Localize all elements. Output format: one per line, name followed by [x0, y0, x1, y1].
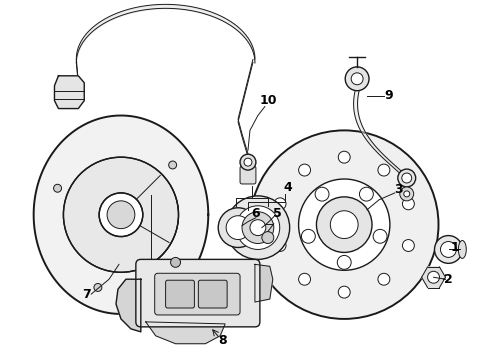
- Text: 1: 1: [451, 241, 460, 254]
- Circle shape: [317, 197, 372, 252]
- Circle shape: [226, 216, 250, 239]
- Circle shape: [400, 187, 414, 201]
- Circle shape: [428, 271, 440, 283]
- Circle shape: [63, 157, 178, 272]
- Circle shape: [402, 198, 415, 210]
- Circle shape: [337, 255, 351, 269]
- Circle shape: [435, 235, 462, 264]
- Circle shape: [218, 208, 258, 247]
- Circle shape: [404, 191, 410, 197]
- Polygon shape: [146, 322, 225, 344]
- Text: 10: 10: [259, 94, 276, 107]
- Circle shape: [373, 229, 387, 243]
- Circle shape: [240, 154, 256, 170]
- Circle shape: [402, 173, 412, 183]
- Text: 6: 6: [251, 207, 260, 220]
- Circle shape: [298, 179, 390, 270]
- Circle shape: [171, 257, 180, 267]
- Circle shape: [378, 273, 390, 285]
- Circle shape: [345, 67, 369, 91]
- Circle shape: [107, 201, 135, 229]
- FancyBboxPatch shape: [198, 280, 227, 308]
- Circle shape: [298, 164, 311, 176]
- Circle shape: [274, 198, 286, 210]
- Circle shape: [338, 151, 350, 163]
- Circle shape: [298, 273, 311, 285]
- Circle shape: [169, 161, 176, 169]
- Text: 9: 9: [385, 89, 393, 102]
- FancyBboxPatch shape: [155, 273, 240, 315]
- Polygon shape: [116, 279, 141, 332]
- Circle shape: [99, 193, 143, 237]
- Text: 3: 3: [394, 184, 403, 197]
- Circle shape: [330, 211, 358, 239]
- Circle shape: [250, 220, 266, 235]
- Polygon shape: [34, 116, 208, 314]
- Text: 5: 5: [273, 207, 282, 220]
- Text: 2: 2: [444, 273, 453, 286]
- Circle shape: [242, 212, 274, 243]
- Circle shape: [274, 239, 286, 251]
- Polygon shape: [54, 76, 84, 109]
- Text: 7: 7: [82, 288, 91, 301]
- Circle shape: [244, 158, 252, 166]
- Polygon shape: [421, 267, 445, 288]
- Circle shape: [441, 242, 456, 257]
- Circle shape: [94, 283, 102, 292]
- FancyBboxPatch shape: [136, 260, 260, 327]
- Circle shape: [53, 184, 62, 192]
- Text: 8: 8: [218, 334, 226, 347]
- Circle shape: [226, 196, 290, 260]
- FancyBboxPatch shape: [166, 280, 195, 308]
- Circle shape: [301, 229, 315, 243]
- FancyBboxPatch shape: [240, 166, 256, 184]
- Circle shape: [398, 169, 416, 187]
- Polygon shape: [255, 264, 273, 302]
- Circle shape: [250, 130, 439, 319]
- Circle shape: [315, 187, 329, 201]
- Circle shape: [338, 286, 350, 298]
- Circle shape: [236, 206, 280, 249]
- Circle shape: [402, 239, 415, 251]
- Ellipse shape: [458, 240, 466, 258]
- Circle shape: [262, 231, 274, 243]
- Text: 4: 4: [283, 181, 292, 194]
- Circle shape: [378, 164, 390, 176]
- Circle shape: [351, 73, 363, 85]
- Circle shape: [360, 187, 373, 201]
